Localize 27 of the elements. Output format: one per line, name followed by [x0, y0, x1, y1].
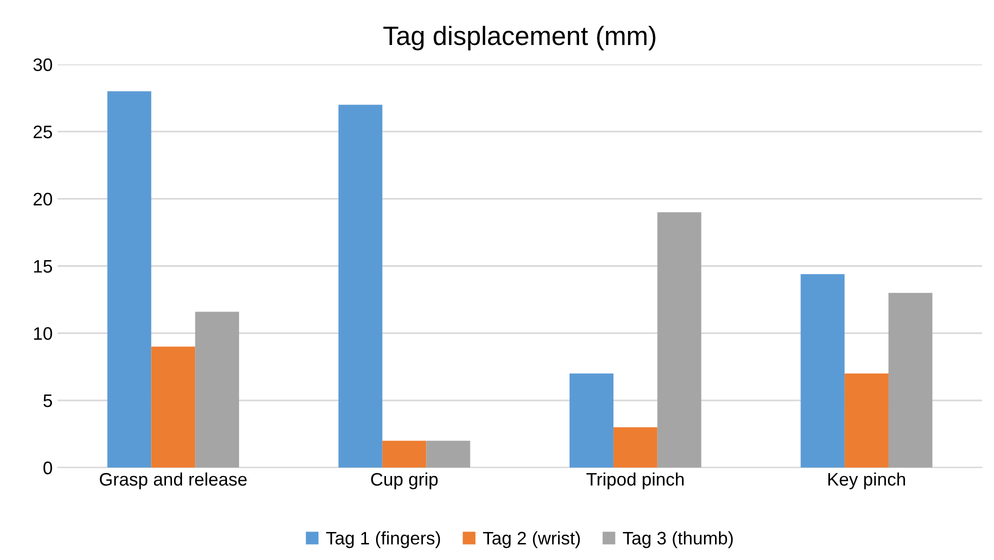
- legend-label: Tag 3 (thumb): [622, 531, 733, 548]
- y-tick-label: 15: [34, 260, 52, 273]
- chart-title: Tag displacement (mm): [383, 26, 656, 50]
- bar: [195, 312, 240, 468]
- bar: [613, 427, 658, 468]
- y-tick-label: 20: [34, 192, 52, 206]
- legend-label: Tag 1 (fingers): [326, 531, 440, 548]
- bar: [800, 274, 845, 468]
- x-tick-label: Tripod pinch: [586, 472, 684, 490]
- y-tick-label: 10: [34, 327, 52, 340]
- legend-label: Tag 2 (wrist): [483, 531, 580, 548]
- bar: [888, 292, 932, 468]
- y-tick-label: 0: [43, 462, 52, 474]
- y-tick-label: 5: [43, 394, 52, 408]
- bar: [426, 440, 470, 468]
- x-tick-label: Key pinch: [828, 472, 905, 490]
- bar: [570, 374, 614, 468]
- bar: [338, 104, 382, 468]
- y-tick-label: 25: [34, 126, 52, 138]
- x-tick-label: Grasp and release: [100, 472, 247, 490]
- y-tick-label: 30: [33, 58, 52, 72]
- bar: [844, 374, 888, 468]
- x-tick-label: Cup grip: [371, 472, 438, 490]
- bar: [657, 212, 702, 468]
- bar: [107, 91, 152, 468]
- bar: [382, 440, 426, 468]
- bar: [151, 346, 196, 468]
